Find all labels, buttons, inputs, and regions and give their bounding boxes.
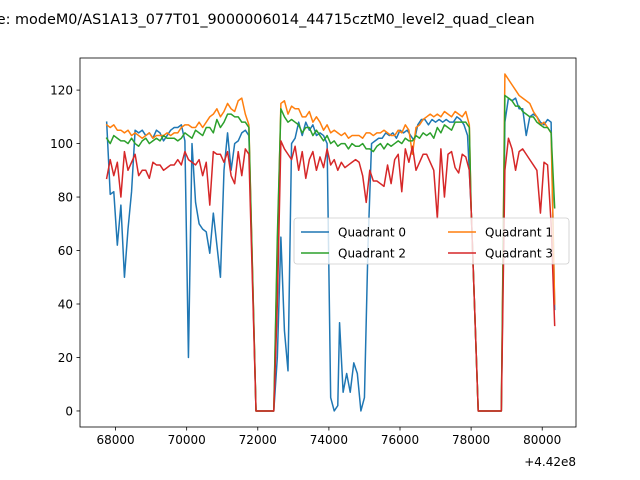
x-tick-label: 70000 bbox=[168, 433, 206, 447]
x-offset-label: +4.42e8 bbox=[524, 455, 576, 469]
legend: Quadrant 0 Quadrant 1 Quadrant 2 Quadrant 3 bbox=[293, 217, 570, 265]
legend-label-quadrant-1: Quadrant 1 bbox=[485, 225, 553, 239]
legend-box bbox=[293, 217, 570, 265]
y-tick-label: 40 bbox=[58, 297, 73, 311]
x-tick-label: 80000 bbox=[523, 433, 561, 447]
y-tick-label: 80 bbox=[58, 190, 73, 204]
y-tick-label: 60 bbox=[58, 244, 73, 258]
x-tick-label: 78000 bbox=[452, 433, 490, 447]
x-tick-label: 68000 bbox=[96, 433, 134, 447]
legend-label-quadrant-3: Quadrant 3 bbox=[485, 246, 553, 260]
series-line-quadrant-1 bbox=[105, 73, 556, 412]
series-line-quadrant-0 bbox=[105, 97, 556, 412]
series-line-quadrant-2 bbox=[105, 94, 556, 412]
series-layer bbox=[105, 73, 556, 412]
series-line-quadrant-3 bbox=[105, 137, 556, 412]
axes-frame bbox=[79, 57, 577, 428]
x-tick-label: 72000 bbox=[239, 433, 277, 447]
chart-title: n file: modeM0/AS1A13_077T01_9000006014_… bbox=[0, 12, 535, 28]
y-tick-label: 100 bbox=[50, 137, 73, 151]
y-tick-label: 120 bbox=[50, 83, 73, 97]
ticks-layer: 68000 70000 72000 74000 76000 78000 80000 0 20 40… bbox=[50, 83, 561, 447]
x-tick-label: 76000 bbox=[381, 433, 419, 447]
legend-label-quadrant-0: Quadrant 0 bbox=[338, 225, 406, 239]
legend-label-quadrant-2: Quadrant 2 bbox=[338, 246, 406, 260]
x-tick-label: 74000 bbox=[310, 433, 348, 447]
y-tick-label: 0 bbox=[65, 404, 73, 418]
y-tick-label: 20 bbox=[58, 351, 73, 365]
